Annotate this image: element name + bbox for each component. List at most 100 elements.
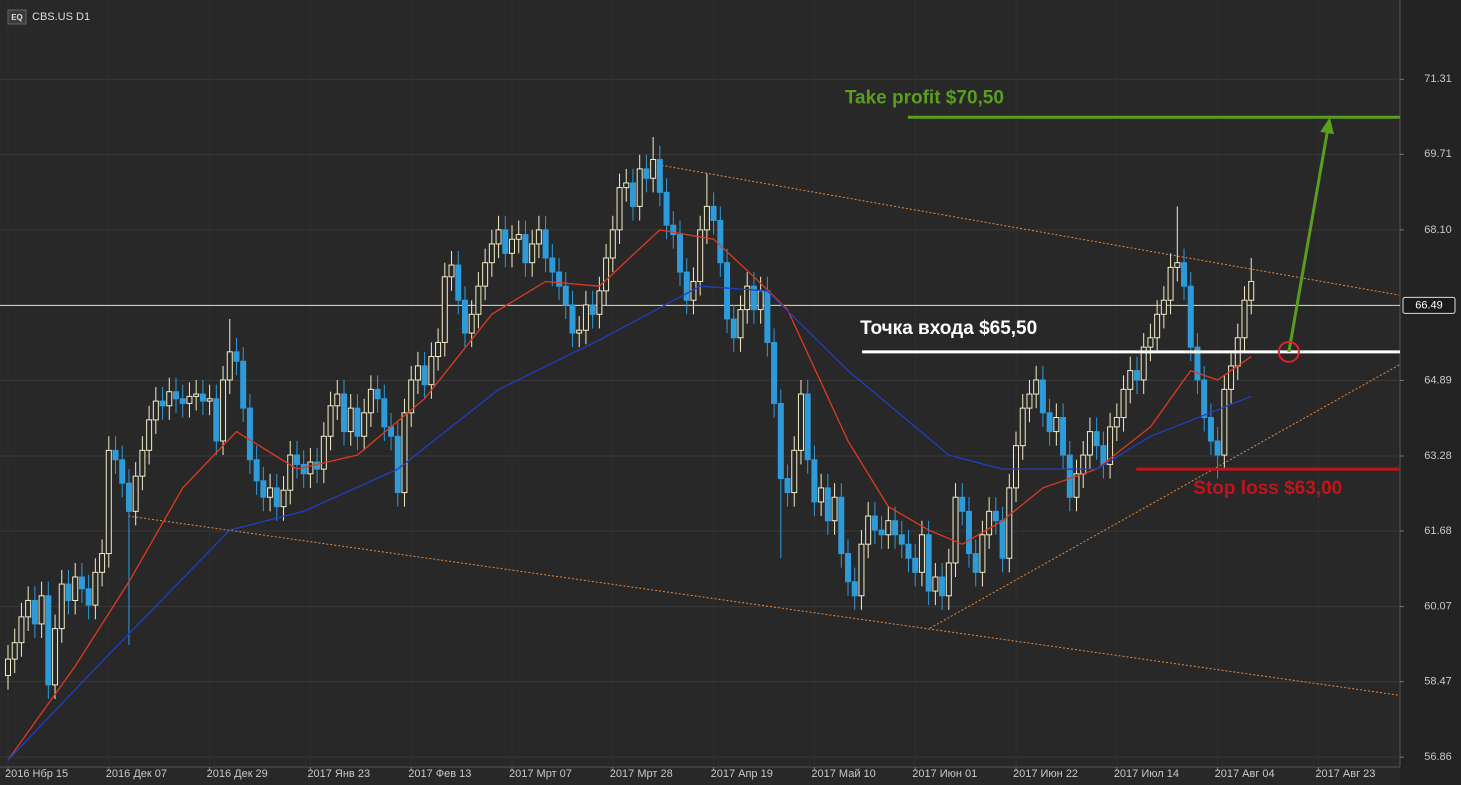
candle-body (18, 616, 25, 644)
candle-body (791, 449, 798, 494)
candle-body (629, 182, 636, 207)
candle-body (186, 395, 193, 404)
candle-body (495, 229, 502, 245)
x-tick-label: 2017 Фев 13 (408, 768, 471, 780)
candle-body (179, 398, 186, 404)
candle-body (717, 219, 724, 264)
candle-body (1154, 313, 1161, 339)
candle-body (1214, 440, 1221, 456)
entry-marker (1277, 340, 1300, 363)
candle-body (1006, 487, 1013, 559)
candle-body (78, 576, 85, 590)
candle-body (959, 496, 966, 512)
candle-body (811, 459, 818, 503)
trend-line (929, 364, 1400, 629)
x-tick-label: 2017 Апр 19 (711, 768, 773, 780)
candle-body (1241, 299, 1248, 339)
candle-body (273, 487, 280, 508)
x-tick-label: 2017 Июн 01 (912, 768, 977, 780)
candle-body (206, 398, 213, 402)
candle-body (233, 351, 240, 362)
candle-body (777, 402, 784, 479)
candle-body (119, 459, 126, 484)
candle-body (1013, 445, 1020, 489)
x-tick-label: 2017 Янв 23 (307, 768, 370, 780)
candle-body (25, 599, 32, 618)
candle-body (831, 496, 838, 522)
y-tick-label: 58.47 (1424, 676, 1452, 688)
candle-body (1147, 337, 1154, 348)
candle-body (112, 449, 119, 461)
moving-average (7, 285, 1252, 761)
candle-body (226, 351, 233, 381)
candle-body (636, 168, 643, 207)
candle-body (750, 285, 757, 311)
candle-body (381, 398, 388, 428)
candle-body (952, 496, 959, 564)
candle-body (347, 407, 354, 433)
candle-body (361, 412, 368, 437)
candle-body (1187, 285, 1194, 348)
last-price-label: 66.49 (1415, 299, 1443, 311)
trend-line (649, 162, 1400, 296)
candle-body (623, 182, 630, 189)
candle-body (1127, 370, 1134, 390)
candle-body (549, 257, 556, 273)
candle-body (374, 388, 381, 400)
candle-body (166, 391, 173, 407)
candle-body (892, 520, 899, 536)
candle-body (609, 229, 616, 259)
candle-body (939, 576, 946, 597)
x-tick-label: 2016 Нбр 15 (5, 768, 68, 780)
candle-body (1167, 266, 1174, 301)
candle-body (448, 264, 455, 278)
arrow-head (1320, 117, 1334, 135)
candle-body (435, 341, 442, 358)
candle-body (542, 229, 549, 259)
chart-title: CBS.US D1 (32, 11, 90, 23)
candle-body (293, 454, 300, 465)
candle-body (85, 588, 92, 606)
x-tick-label: 2016 Дек 29 (207, 768, 268, 780)
candle-body (488, 243, 495, 264)
candle-body (1140, 346, 1147, 381)
x-tick-label: 2017 Авг 23 (1315, 768, 1375, 780)
candle-body (858, 543, 865, 597)
candle-body (589, 304, 596, 315)
x-tick-label: 2017 Мрт 28 (610, 768, 673, 780)
level-label: Stop loss $63,00 (1193, 478, 1342, 499)
badge-box (7, 9, 27, 25)
candle-body (414, 365, 421, 381)
candle-body (1046, 412, 1053, 433)
candle-body (1248, 280, 1255, 301)
candle-body (314, 461, 321, 470)
candle-body (925, 534, 932, 592)
candle-body (838, 496, 845, 555)
candle-body (764, 290, 771, 343)
x-tick-label: 2016 Дек 07 (106, 768, 167, 780)
x-tick-label: 2017 Июн 22 (1013, 768, 1078, 780)
candle-body (220, 379, 227, 442)
candle-body (683, 271, 690, 301)
candle-body (1073, 473, 1080, 498)
candle-body (1113, 417, 1120, 428)
candle-body (4, 658, 11, 677)
candle-body (979, 534, 986, 573)
candle-body (31, 599, 38, 625)
candle-body (986, 510, 993, 536)
candle-body (1160, 299, 1167, 315)
candle-body (535, 229, 542, 245)
candle-body (845, 553, 852, 583)
candle-body (139, 449, 146, 477)
candle-body (455, 264, 462, 301)
candle-body (394, 435, 401, 494)
candle-body (663, 191, 670, 226)
last-price-tag (1402, 296, 1456, 314)
candle-body (697, 229, 704, 282)
candle-body (367, 388, 374, 414)
candle-body (650, 158, 657, 179)
candle-body (529, 243, 536, 264)
candle-body (1093, 431, 1100, 447)
candle-body (804, 393, 811, 461)
